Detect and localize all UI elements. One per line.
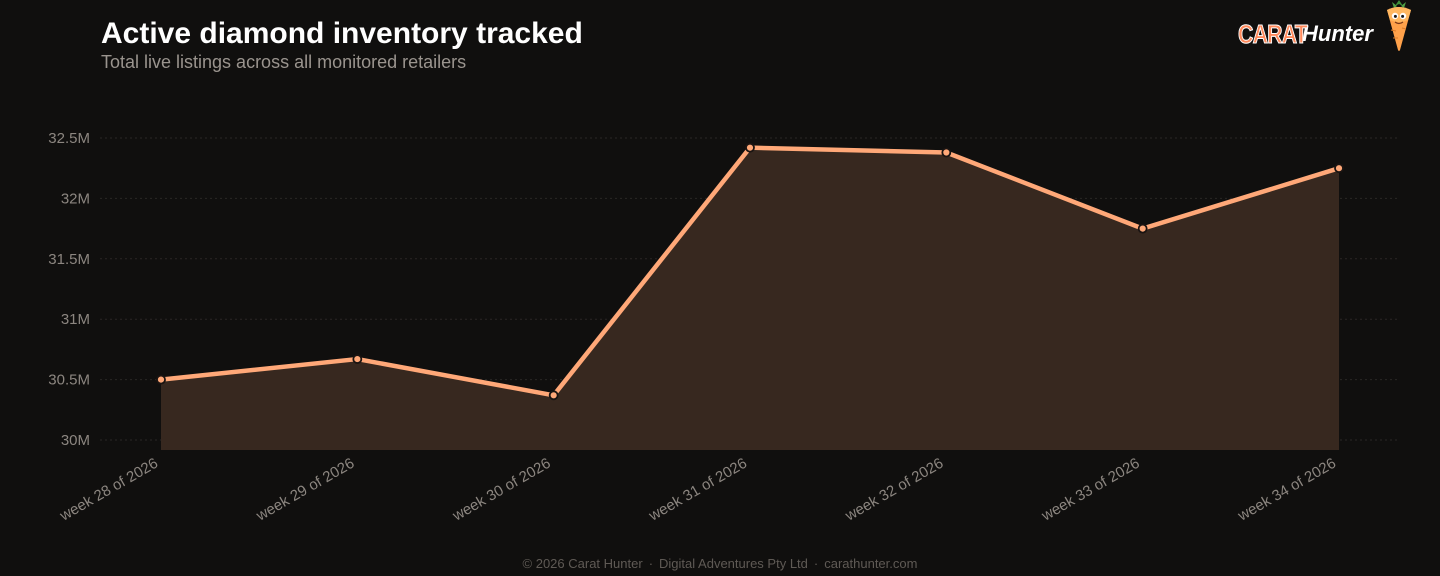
y-axis-ticks: 30M 30.5M 31M 31.5M 32M 32.5M xyxy=(48,130,90,449)
y-tick-label: 32M xyxy=(61,190,90,207)
x-tick-label: week 29 of 2026 xyxy=(253,455,358,525)
data-point[interactable] xyxy=(745,142,755,153)
data-point[interactable] xyxy=(156,374,166,385)
footer-separator: · xyxy=(648,556,654,571)
x-tick-label: week 28 of 2026 xyxy=(56,455,161,525)
brand-logo[interactable]: CARAT Hunter xyxy=(1238,18,1373,50)
chart-subtitle: Total live listings across all monitored… xyxy=(101,52,467,72)
x-axis-ticks: week 28 of 2026 week 29 of 2026 week 30 of… xyxy=(56,455,1339,525)
area-fill xyxy=(161,147,1339,450)
y-tick-label: 31M xyxy=(61,311,90,328)
x-tick-label: week 33 of 2026 xyxy=(1038,455,1143,525)
data-point[interactable] xyxy=(352,354,363,364)
x-tick-label: week 31 of 2026 xyxy=(645,455,750,525)
footer-separator: · xyxy=(813,556,819,571)
y-tick-label: 30.5M xyxy=(48,372,90,389)
x-tick-label: week 34 of 2026 xyxy=(1234,455,1339,525)
area-fill-shape xyxy=(161,147,1339,450)
data-point[interactable] xyxy=(1334,163,1344,174)
data-point[interactable] xyxy=(548,390,559,401)
chart-title: Active diamond inventory tracked xyxy=(101,17,583,50)
y-tick-label: 31.5M xyxy=(48,251,90,268)
footer-copyright: © 2026 Carat Hunter xyxy=(522,556,643,571)
y-tick-label: 32.5M xyxy=(48,130,90,147)
data-point[interactable] xyxy=(941,147,952,158)
footer-company: Digital Adventures Pty Ltd xyxy=(659,556,808,571)
x-tick-label: week 32 of 2026 xyxy=(842,455,947,525)
footer-site-link[interactable]: carathunter.com xyxy=(824,556,918,571)
data-points xyxy=(156,142,1344,401)
y-tick-label: 30M xyxy=(61,432,90,449)
footer: © 2026 Carat Hunter · Digital Adventures P… xyxy=(0,556,1440,571)
x-tick-label: week 30 of 2026 xyxy=(449,455,554,525)
carrot-mascot-icon xyxy=(1387,0,1411,51)
brand-word-hunter: Hunter xyxy=(1302,21,1373,46)
data-point[interactable] xyxy=(1137,223,1148,234)
